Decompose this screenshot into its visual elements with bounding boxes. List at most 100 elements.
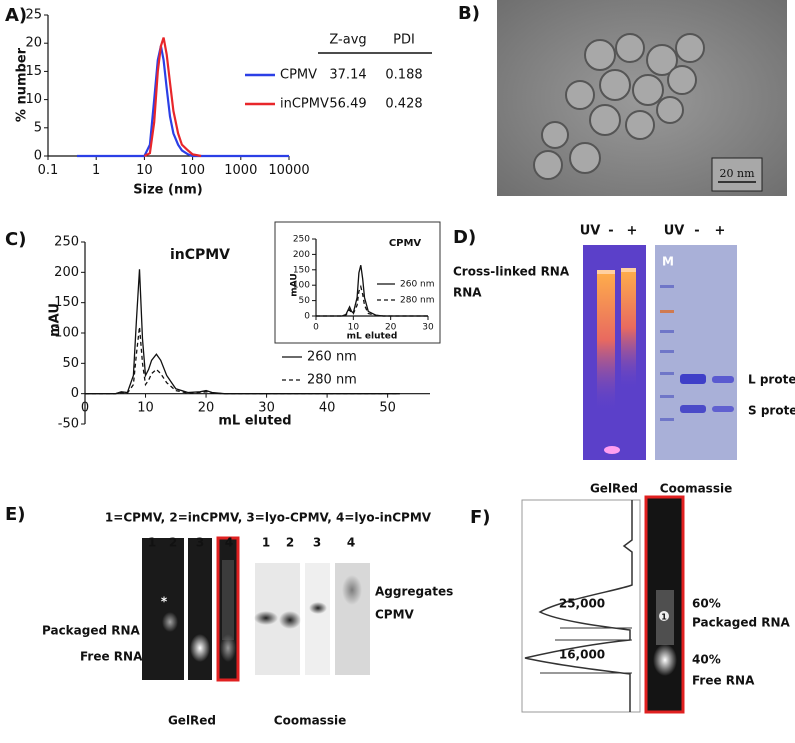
panel-label: C) — [5, 229, 26, 250]
band — [597, 270, 615, 274]
y-tick-label: 250 — [54, 235, 79, 250]
band-label: CPMV — [375, 608, 415, 622]
stain-label: Coomassie — [660, 482, 732, 496]
lane-number: 3 — [313, 536, 321, 550]
series-line — [143, 37, 202, 158]
legend-label: 260 nm — [307, 350, 357, 365]
y-tick-label: 150 — [54, 295, 79, 310]
scale-label: 20 nm — [719, 167, 755, 180]
band — [309, 602, 327, 614]
gel-e — [142, 536, 370, 682]
x-tick-label: 20 — [198, 401, 215, 416]
panel-label: F) — [470, 507, 491, 528]
table-cell: 56.49 — [329, 97, 366, 112]
panel-label: A) — [5, 5, 27, 26]
legend-label: CPMV — [280, 68, 317, 83]
lane-number: 2 — [286, 536, 294, 550]
legend-label: inCPMV — [280, 97, 329, 112]
lane-number: 1 — [148, 536, 156, 550]
chart-title: CPMV — [389, 238, 422, 249]
band — [621, 268, 636, 272]
table-header: Z-avg — [329, 33, 366, 48]
fraction: 40% — [692, 653, 721, 667]
x-tick-label: 100 — [180, 163, 205, 178]
band — [162, 612, 178, 632]
lane-number: 4 — [347, 536, 355, 550]
peak-value: 16,000 — [559, 648, 605, 662]
series-line — [85, 269, 400, 395]
table-header: PDI — [393, 33, 415, 48]
lane-number: 4 — [225, 536, 233, 550]
panel-label: B) — [458, 3, 480, 24]
legend-label: 280 nm — [400, 296, 435, 306]
lane-header: - — [608, 224, 613, 239]
gel-d — [583, 245, 737, 460]
y-axis-label: mAU — [48, 303, 63, 337]
x-axis-label: mL eluted — [218, 414, 291, 429]
legend-label: 260 nm — [400, 280, 435, 290]
y-tick-label: 100 — [293, 281, 310, 291]
lane-header: UV — [580, 224, 601, 239]
x-tick-label: 10000 — [268, 163, 309, 178]
y-tick-label: 200 — [293, 250, 310, 260]
lane-badge — [659, 611, 669, 621]
x-tick-label: 30 — [422, 323, 434, 333]
x-tick-label: 0 — [313, 323, 319, 333]
y-tick-label: 25 — [25, 8, 42, 23]
peak-value: 25,000 — [559, 597, 605, 611]
band — [712, 406, 734, 412]
lane-header: + — [715, 224, 726, 239]
y-tick-label: 0 — [71, 386, 79, 401]
inset-frame — [274, 221, 441, 344]
coomassie-gel — [305, 563, 330, 675]
band — [680, 374, 706, 384]
y-axis-label: mAU — [290, 273, 300, 296]
trace-frame — [521, 499, 641, 713]
x-axis-label: Size (nm) — [133, 183, 202, 198]
x-tick-label: 40 — [319, 401, 336, 416]
y-tick-label: 0 — [304, 312, 310, 322]
lane-header: + — [627, 224, 638, 239]
table-cell: 37.14 — [329, 68, 366, 83]
legend-label: 280 nm — [307, 373, 357, 388]
particles — [533, 33, 705, 180]
x-tick-label: 0 — [81, 401, 89, 416]
trace — [524, 500, 633, 712]
band-label: L protein — [748, 373, 795, 387]
y-tick-label: 5 — [34, 120, 42, 135]
y-tick-label: 100 — [54, 326, 79, 341]
x-tick-label: 50 — [379, 401, 396, 416]
band-label: S protein — [748, 404, 795, 418]
band-label: Packaged RNA — [42, 624, 141, 638]
fraction: 60% — [692, 597, 721, 611]
lane-header: - — [694, 224, 699, 239]
band — [712, 376, 734, 383]
x-tick-label: 10 — [136, 163, 153, 178]
x-tick-label: 1000 — [224, 163, 257, 178]
asterisk: * — [161, 595, 168, 609]
chart-title: inCPMV — [170, 247, 230, 263]
y-axis-label: % number — [15, 47, 30, 122]
band-label: Packaged RNA — [692, 616, 791, 630]
y-tick-label: 200 — [54, 265, 79, 280]
band — [190, 634, 210, 662]
scale-box — [711, 157, 763, 192]
lane-legend: 1=CPMV, 2=inCPMV, 3=lyo-CPMV, 4=lyo-inCP… — [105, 511, 432, 525]
band — [222, 560, 234, 640]
x-tick-label: 30 — [258, 401, 275, 416]
x-axis-label: mL eluted — [347, 332, 398, 342]
stain-label: Coomassie — [274, 714, 346, 728]
x-tick-label: 10 — [348, 323, 360, 333]
band-label: Cross-linked RNA — [453, 265, 570, 279]
band-label: Aggregates — [375, 585, 453, 599]
band — [220, 634, 236, 662]
marker-label: M — [662, 255, 674, 269]
ladder — [660, 285, 674, 421]
y-tick-label: 150 — [293, 265, 310, 275]
gelred-gel — [142, 538, 184, 680]
band — [254, 611, 278, 625]
panel-label: E) — [5, 504, 26, 525]
band-label: Free RNA — [692, 674, 755, 688]
panel-label: D) — [453, 227, 476, 248]
